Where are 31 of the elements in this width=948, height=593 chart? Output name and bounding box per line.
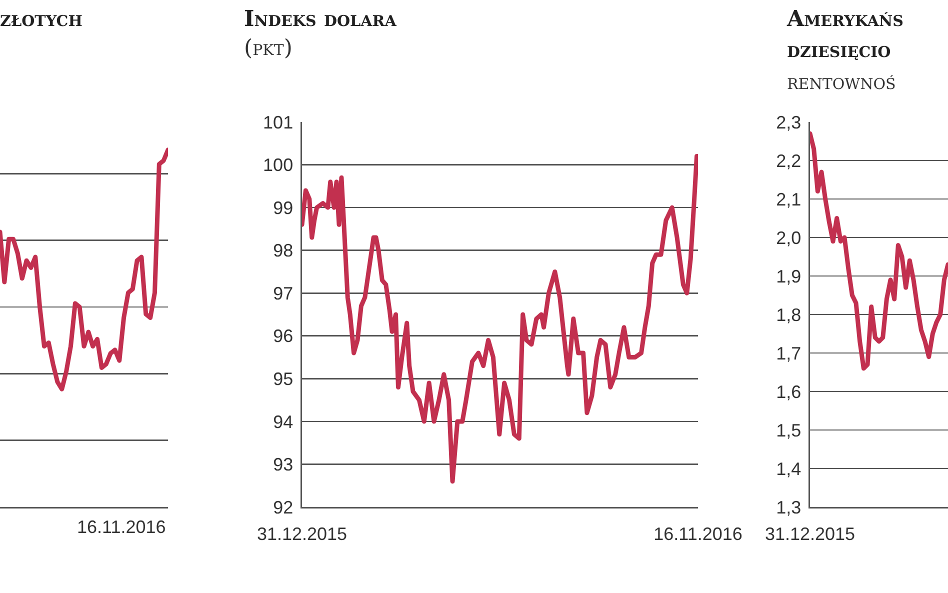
- y-tick-label: 1,6: [776, 382, 802, 402]
- y-tick-label: 1,8: [776, 304, 802, 325]
- y-tick-label: 1,4: [776, 458, 802, 479]
- line-series: [302, 154, 698, 484]
- chart-subtitle: (pkt): [244, 36, 292, 61]
- y-tick-label: 1,9: [776, 266, 802, 286]
- y-tick-label: 101: [263, 112, 294, 132]
- y-tick-label: 95: [273, 368, 294, 389]
- y-tick-label: 1,5: [776, 420, 802, 440]
- y-tick-label: 1,7: [776, 343, 802, 364]
- chart-title: Amerykańs dziesięcio: [787, 5, 904, 65]
- y-tick-label: 97: [273, 283, 294, 304]
- y-tick-label: 1,3: [776, 497, 802, 518]
- y-tick-label: 98: [273, 240, 294, 261]
- y-tick-label: 93: [273, 454, 294, 475]
- chart-subtitle: rentownoś: [787, 70, 896, 95]
- y-tick-label: 96: [273, 326, 294, 346]
- y-tick-label: 92: [273, 497, 294, 518]
- y-tick-label: 2,0: [776, 228, 802, 248]
- line-series: [810, 131, 948, 371]
- x-tick-label: 16.11.2016: [654, 524, 742, 544]
- chart-title: Indeks dolara: [244, 5, 396, 34]
- x-tick-label: 31.12.2015: [256, 524, 348, 544]
- y-tick-label: 94: [273, 412, 294, 432]
- chart-title: złotych: [0, 5, 82, 34]
- y-tick-label: 2,2: [776, 150, 802, 171]
- y-tick-label: 2,1: [776, 189, 802, 210]
- x-tick-label: 31.12.2015: [764, 524, 856, 544]
- y-tick-label: 2,3: [776, 112, 802, 132]
- y-tick-label: 99: [273, 198, 294, 218]
- y-tick-label: 100: [263, 155, 294, 176]
